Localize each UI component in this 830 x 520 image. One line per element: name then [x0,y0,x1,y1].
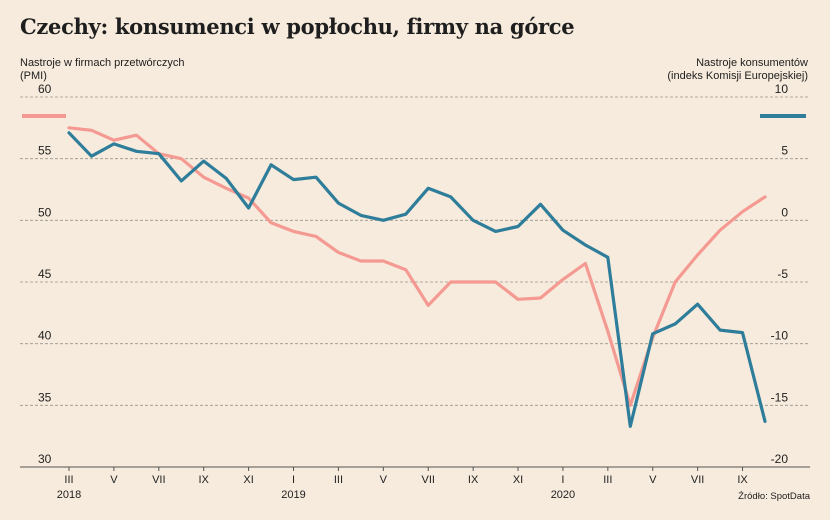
x-tick-label: VII [152,474,165,486]
x-tick-label: XI [243,474,253,486]
left-y-tick-label: 45 [38,267,52,281]
chart-title: Czechy: konsumenci w popłochu, firmy na … [20,14,575,39]
left-y-tick-label: 50 [38,205,52,219]
x-tick-label: V [110,474,118,486]
x-tick-label: XI [513,474,523,486]
right-y-tick-label: -15 [771,390,789,404]
right-axis-label-line-2: (indeks Komisji Europejskiej) [667,70,808,82]
x-tick-label: III [603,474,612,486]
right-y-tick-label: 0 [781,205,788,219]
x-tick-label: IX [737,474,748,486]
right-y-tick-label: -10 [771,329,789,343]
x-tick-label: III [334,474,343,486]
right-y-tick-label: -20 [771,452,789,466]
left-axis-label-line-1: Nastroje w firmach przetwórczych [20,57,185,69]
source-note: Źródło: SpotData [738,491,810,502]
x-year-label: 2020 [551,489,575,501]
x-tick-label: III [64,474,73,486]
x-tick-label: VII [691,474,704,486]
x-year-label: 2018 [57,489,81,501]
right-axis-label: Nastroje konsumentów (indeks Komisji Eur… [667,57,808,83]
left-y-tick-label: 40 [38,329,52,343]
x-tick-label: IX [468,474,479,486]
x-tick-label: IX [199,474,210,486]
x-tick-label: I [292,474,295,486]
x-tick-label: V [649,474,657,486]
right-y-tick-label: 5 [781,144,788,158]
left-axis-label-line-2: (PMI) [20,70,47,82]
left-axis-label: Nastroje w firmach przetwórczych (PMI) [20,57,184,83]
left-y-tick-label: 30 [38,452,52,466]
left-y-tick-label: 60 [38,82,52,96]
left-y-tick-label: 35 [38,390,52,404]
x-tick-label: I [561,474,564,486]
right-y-tick-label: -5 [777,267,788,281]
x-tick-label: VII [421,474,434,486]
x-year-label: 2019 [281,489,305,501]
left-y-tick-label: 55 [38,144,52,158]
x-tick-label: V [380,474,388,486]
series-line-consumer-sentiment [67,131,767,428]
right-axis-label-line-1: Nastroje konsumentów [696,57,808,69]
right-y-tick-label: 10 [775,82,789,96]
